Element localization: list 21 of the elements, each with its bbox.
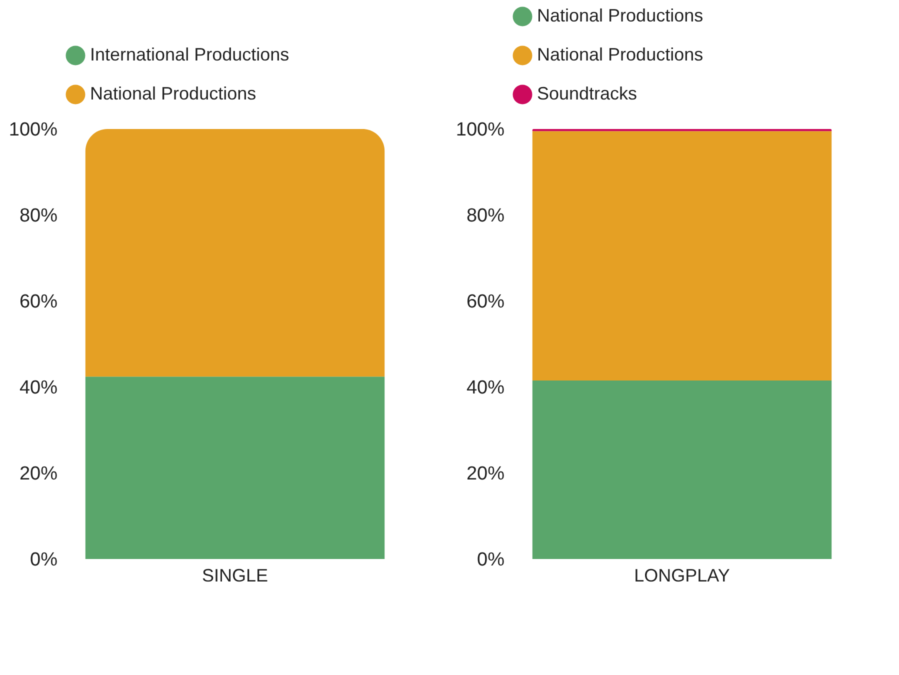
y-tick-label: 100%: [456, 120, 505, 140]
y-tick-label: 0%: [30, 550, 58, 570]
y-tick-label: 40%: [19, 378, 58, 398]
bar: [532, 131, 832, 381]
bar: [532, 380, 832, 559]
y-tick-label: 20%: [19, 464, 58, 484]
y-tick-label: 40%: [466, 378, 505, 398]
legend-label: National Productions: [90, 84, 256, 104]
y-tick-label: 80%: [466, 206, 505, 226]
y-tick-label: 60%: [19, 292, 58, 312]
legend-label: Soundtracks: [537, 84, 638, 104]
legend-label: National Productions: [537, 6, 704, 26]
y-tick-label: 100%: [8, 120, 58, 140]
y-tick-label: 20%: [466, 464, 505, 484]
y-tick-label: 60%: [466, 292, 505, 312]
x-tick-label: SINGLE: [202, 566, 268, 586]
legend-label: National Productions: [537, 44, 704, 64]
legend-label: International Productions: [90, 44, 290, 64]
y-tick-label: 0%: [477, 550, 505, 570]
x-tick-label: LONGPLAY: [634, 566, 730, 586]
y-tick-label: 80%: [19, 206, 58, 226]
